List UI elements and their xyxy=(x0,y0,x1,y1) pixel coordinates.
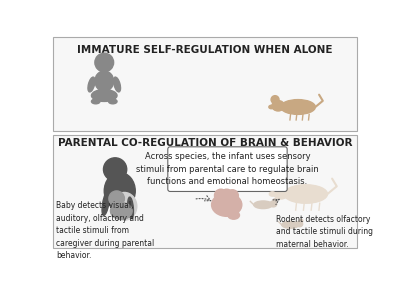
Ellipse shape xyxy=(92,90,117,102)
Circle shape xyxy=(214,189,227,202)
Ellipse shape xyxy=(108,99,117,104)
Ellipse shape xyxy=(270,201,277,207)
Ellipse shape xyxy=(282,221,299,228)
Ellipse shape xyxy=(272,100,284,111)
Text: IMMATURE SELF-REGULATION WHEN ALONE: IMMATURE SELF-REGULATION WHEN ALONE xyxy=(77,45,333,55)
Ellipse shape xyxy=(92,99,100,104)
Ellipse shape xyxy=(269,192,276,196)
Text: Rodent detects olfactory
and tactile stimuli during
maternal behavior.: Rodent detects olfactory and tactile sti… xyxy=(276,215,373,248)
Circle shape xyxy=(272,180,282,190)
Circle shape xyxy=(273,199,277,202)
Ellipse shape xyxy=(112,192,137,220)
Ellipse shape xyxy=(128,197,134,219)
Circle shape xyxy=(220,189,233,202)
Ellipse shape xyxy=(284,185,328,203)
Circle shape xyxy=(271,96,279,103)
Circle shape xyxy=(95,53,114,72)
Ellipse shape xyxy=(114,77,120,92)
FancyBboxPatch shape xyxy=(53,135,357,248)
Ellipse shape xyxy=(102,191,110,215)
Ellipse shape xyxy=(110,202,132,219)
Circle shape xyxy=(227,190,238,201)
Ellipse shape xyxy=(88,77,95,92)
FancyBboxPatch shape xyxy=(168,147,287,191)
Text: Baby detects visual,
auditory, olfactory and
tactile stimuli from
caregiver duri: Baby detects visual, auditory, olfactory… xyxy=(56,201,154,261)
Circle shape xyxy=(109,191,124,206)
Circle shape xyxy=(104,158,127,181)
Ellipse shape xyxy=(269,105,274,109)
Circle shape xyxy=(299,219,303,223)
Ellipse shape xyxy=(296,221,303,227)
FancyBboxPatch shape xyxy=(53,37,357,131)
Ellipse shape xyxy=(228,211,240,219)
Ellipse shape xyxy=(281,100,315,114)
Ellipse shape xyxy=(273,186,289,199)
Ellipse shape xyxy=(95,71,114,91)
Ellipse shape xyxy=(104,172,135,210)
Ellipse shape xyxy=(254,201,272,209)
Text: Across species, the infant uses sensory
stimuli from parental care to regulate b: Across species, the infant uses sensory … xyxy=(136,152,319,186)
Ellipse shape xyxy=(212,193,242,216)
Text: PARENTAL CO-REGULATION OF BRAIN & BEHAVIOR: PARENTAL CO-REGULATION OF BRAIN & BEHAVI… xyxy=(58,138,352,148)
